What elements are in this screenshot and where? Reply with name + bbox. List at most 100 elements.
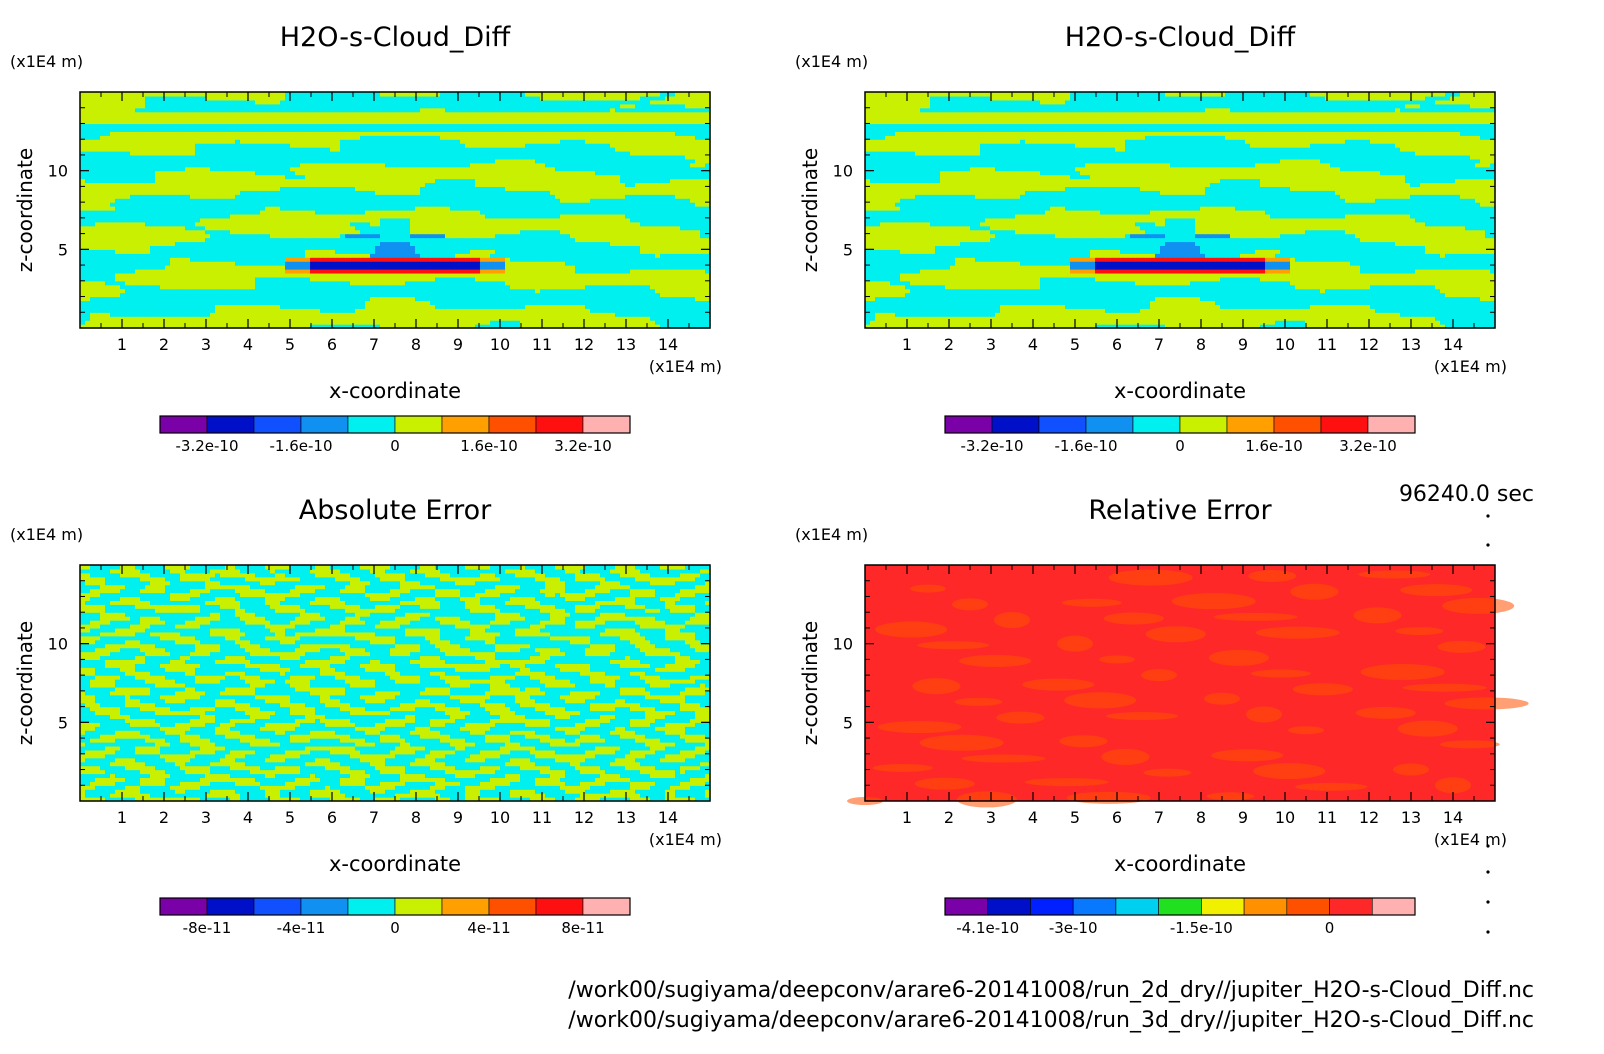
heatmap-cell xyxy=(475,198,481,203)
heatmap-cell xyxy=(255,186,261,191)
heatmap-cell xyxy=(360,174,366,180)
heatmap-cell xyxy=(360,292,366,298)
heatmap-cell xyxy=(515,324,521,329)
heatmap-cell xyxy=(165,221,171,227)
heatmap-cell xyxy=(185,178,191,184)
heatmap-cell xyxy=(655,296,661,302)
heatmap-cell xyxy=(200,312,206,317)
heatmap-cell xyxy=(220,304,226,309)
heatmap-cell xyxy=(545,217,551,223)
heatmap-cell xyxy=(690,202,696,207)
heatmap-cell xyxy=(260,300,266,305)
heatmap-cell xyxy=(380,210,386,215)
heatmap-cell xyxy=(90,276,96,282)
heatmap-cell xyxy=(675,237,681,243)
heatmap-cell xyxy=(85,280,91,286)
heatmap-cell xyxy=(545,198,551,203)
heatmap-cell xyxy=(545,257,551,262)
heatmap-cell xyxy=(85,320,91,325)
heatmap-cell xyxy=(630,265,636,270)
heatmap-cell xyxy=(275,194,281,199)
heatmap-cell xyxy=(695,312,701,317)
heatmap-cell xyxy=(200,225,206,231)
heatmap-cell xyxy=(190,229,196,235)
heatmap-cell xyxy=(655,280,661,286)
heatmap-cell xyxy=(615,202,621,207)
heatmap-cell xyxy=(490,190,496,195)
heatmap-cell xyxy=(355,280,361,286)
heatmap-cell xyxy=(355,320,361,325)
heatmap-cell xyxy=(110,186,116,191)
heatmap-cell xyxy=(465,276,471,282)
heatmap-cell xyxy=(425,194,431,199)
heatmap-cell xyxy=(120,253,126,258)
heatmap-cell xyxy=(310,194,316,199)
heatmap-cell xyxy=(285,221,291,227)
heatmap-cell xyxy=(95,241,101,246)
heatmap-cell xyxy=(360,233,366,239)
heatmap-cell xyxy=(560,237,566,243)
heatmap-cell xyxy=(695,308,701,313)
heatmap-cell xyxy=(240,210,246,215)
heatmap-cell xyxy=(425,320,431,325)
heatmap-cell xyxy=(155,190,161,195)
heatmap-cell xyxy=(455,178,461,184)
heatmap-cell xyxy=(690,257,696,262)
heatmap-cell xyxy=(130,233,136,239)
heatmap-cell xyxy=(505,186,511,191)
heatmap-cell xyxy=(495,237,501,243)
heatmap-cell xyxy=(510,276,516,282)
heatmap-cell xyxy=(675,202,681,207)
heatmap-cell xyxy=(375,202,381,207)
heatmap-cell xyxy=(125,229,131,235)
heatmap-cell xyxy=(325,186,331,191)
heatmap-cell xyxy=(240,312,246,317)
heatmap-cell xyxy=(650,233,656,239)
heatmap-cell xyxy=(680,272,686,278)
heatmap-cell xyxy=(580,312,586,317)
heatmap-cell xyxy=(130,308,136,313)
heatmap-cell xyxy=(190,194,196,199)
heatmap-cell xyxy=(570,320,576,325)
heatmap-cell xyxy=(590,194,596,199)
heatmap-cell xyxy=(225,202,231,207)
heatmap-cell xyxy=(540,213,546,219)
heatmap-cell xyxy=(590,206,596,211)
heatmap-cell xyxy=(230,304,236,309)
heatmap-cell xyxy=(420,304,426,309)
heatmap-cell xyxy=(510,304,516,309)
heatmap-cell xyxy=(340,316,346,321)
heatmap-cell xyxy=(485,178,491,184)
heatmap-cell xyxy=(85,304,91,309)
heatmap-cell xyxy=(275,198,281,203)
heatmap-cell xyxy=(425,233,431,239)
heatmap-cell xyxy=(245,261,251,266)
heatmap-cell xyxy=(475,174,481,180)
heatmap-cell xyxy=(260,182,266,187)
heatmap-cell xyxy=(135,312,141,317)
heatmap-cell xyxy=(395,213,401,219)
heatmap-cell xyxy=(575,292,581,298)
heatmap-cell xyxy=(500,190,506,195)
heatmap-cell xyxy=(145,249,151,254)
heatmap-cell xyxy=(420,288,426,294)
heatmap-cell xyxy=(175,272,181,278)
heatmap-cell xyxy=(330,276,336,282)
heatmap-cell xyxy=(390,292,396,298)
heatmap-cell xyxy=(135,269,141,274)
heatmap-cell xyxy=(535,233,541,239)
heatmap-cell xyxy=(610,308,616,313)
heatmap-cell xyxy=(210,182,216,187)
heatmap-cell xyxy=(375,269,381,274)
heatmap-cell xyxy=(105,245,111,250)
heatmap-cell xyxy=(430,265,436,270)
heatmap-cell xyxy=(520,280,526,286)
heatmap-cell xyxy=(350,320,356,325)
heatmap-cell xyxy=(620,249,626,254)
heatmap-cell xyxy=(115,324,121,329)
heatmap-cell xyxy=(410,316,416,321)
heatmap-cell xyxy=(270,210,276,215)
heatmap-cell xyxy=(625,233,631,239)
heatmap-cell xyxy=(465,253,471,258)
heatmap-cell xyxy=(620,300,626,305)
